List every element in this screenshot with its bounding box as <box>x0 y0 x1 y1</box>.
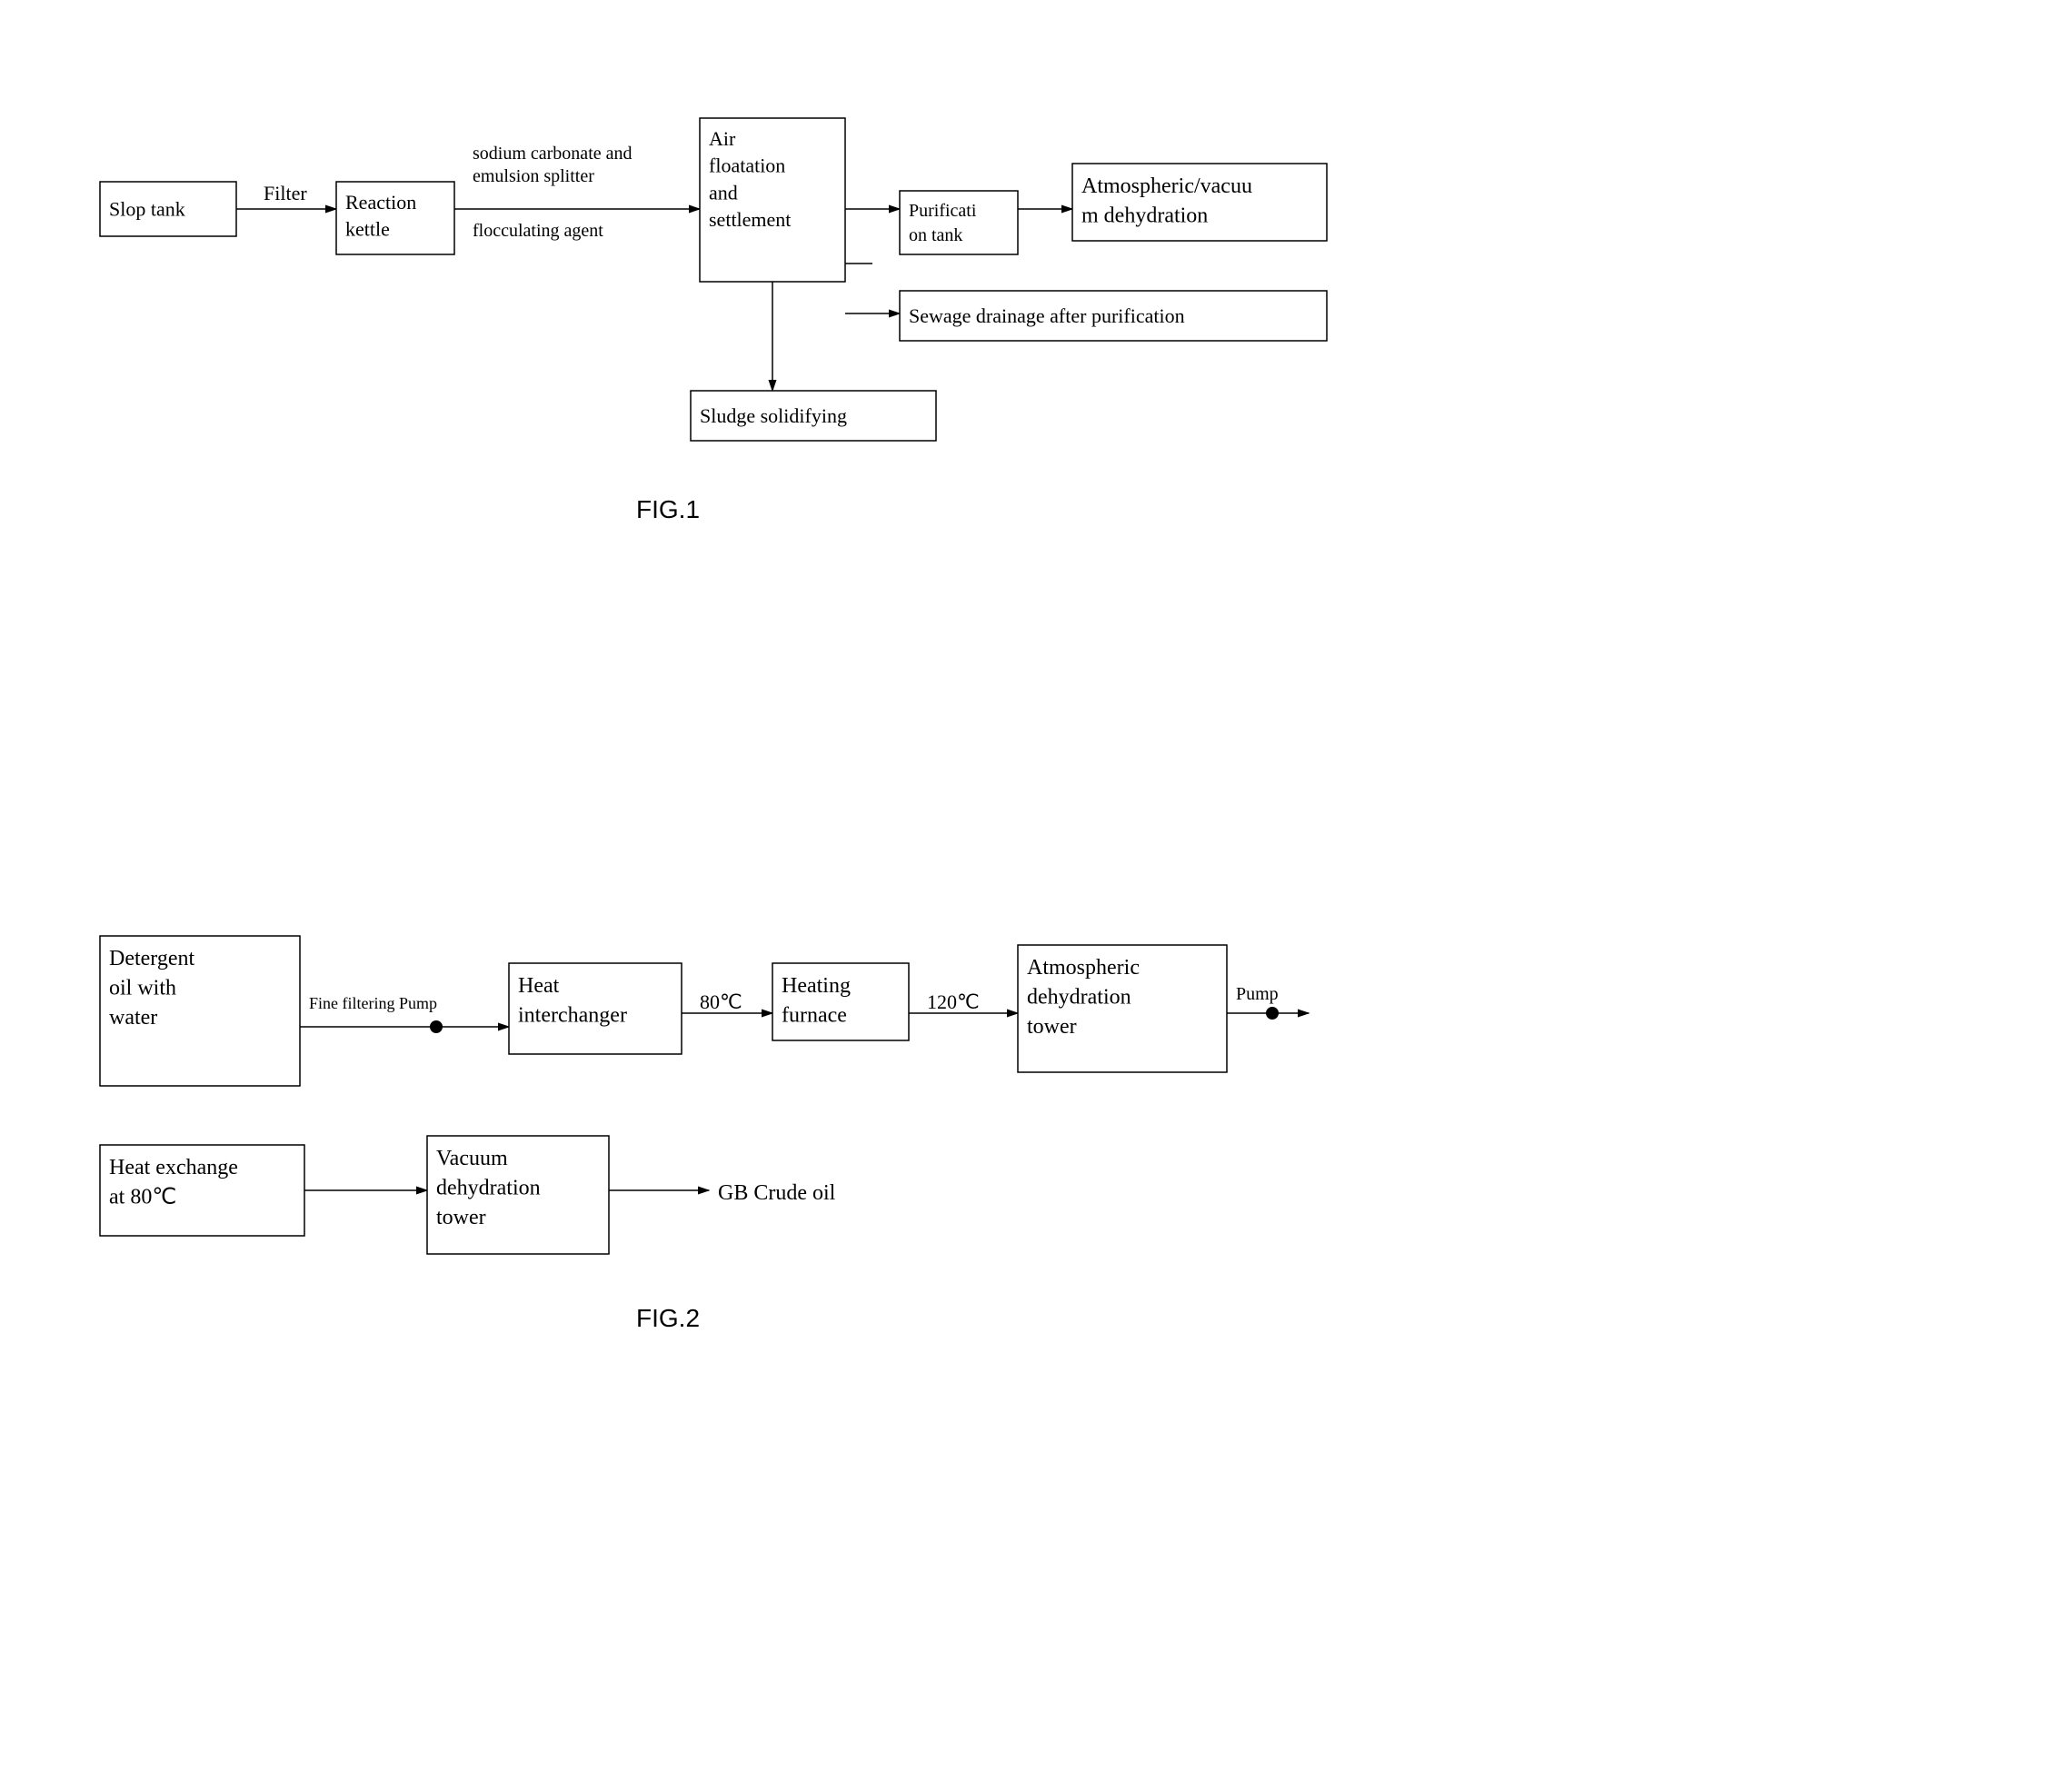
diagram-canvas: Slop tank Reaction kettle Air floatation and s… <box>0 0 1381 1345</box>
fig2-vacuum_tower-line2: tower <box>436 1206 486 1229</box>
fig1: Slop tank Reaction kettle Air floatation and s… <box>100 118 1327 523</box>
fig2-label-fine_filter: Fine filtering Pump <box>309 994 437 1012</box>
fig2-detergent: Detergent oil with water <box>100 936 300 1086</box>
fig1-purif_tank-line0: Purificati <box>909 201 977 221</box>
fig2-arrow-3 <box>1227 1007 1309 1020</box>
fig2-atmos_tower-line1: dehydration <box>1027 985 1131 1009</box>
fig2-detergent-line2: water <box>109 1006 157 1030</box>
fig1-reaction_kettle-line0: Reaction <box>345 191 416 214</box>
fig2: Detergentoil withwaterHeatinterchangerHe… <box>100 936 1309 1332</box>
fig2-vacuum_tower-line0: Vacuum <box>436 1147 508 1170</box>
fig2-heating_furnace-line1: furnace <box>782 1003 847 1027</box>
fig2-caption: FIG.2 <box>636 1304 700 1332</box>
fig2-heat_exch-line1: at 80℃ <box>109 1185 176 1209</box>
fig2-heat_inter: Heat interchanger <box>509 963 682 1054</box>
fig2-heat_exch-line0: Heat exchange <box>109 1156 238 1179</box>
fig1-sewage-line0: Sewage drainage after purification <box>909 304 1185 327</box>
fig2-atmos_tower: Atmospheric dehydration tower <box>1018 945 1227 1072</box>
fig2-detergent-line1: oil with <box>109 976 176 1000</box>
fig1-air_float: Air floatation and settlement <box>700 118 845 282</box>
fig1-sludge-line0: Sludge solidifying <box>700 404 847 427</box>
fig1-atmos_vac-line0: Atmospheric/vacuu <box>1081 174 1252 198</box>
fig2-label-pump: Pump <box>1236 984 1279 1004</box>
fig1-label-floc: flocculating agent <box>473 221 603 241</box>
fig2-pump-dot-0 <box>430 1020 443 1033</box>
fig1-label-sodium: sodium carbonate and <box>473 144 633 164</box>
fig2-vacuum_tower: Vacuum dehydration tower <box>427 1136 609 1254</box>
fig2-label-gb_crude: GB Crude oil <box>718 1181 836 1205</box>
fig1-label-filter: Filter <box>264 182 307 204</box>
fig1-atmos_vac: Atmospheric/vacuu m dehydration <box>1072 164 1327 241</box>
fig1-air_float-line0: Air <box>709 127 736 150</box>
fig2-atmos_tower-line2: tower <box>1027 1015 1077 1039</box>
fig1-caption: FIG.1 <box>636 495 700 523</box>
fig2-heating_furnace-line0: Heating <box>782 974 851 998</box>
fig1-slop_tank-line0: Slop tank <box>109 198 185 221</box>
fig1-slop_tank: Slop tank <box>100 182 236 236</box>
fig2-pump-dot-3 <box>1266 1007 1279 1020</box>
fig2-heating_furnace: Heating furnace <box>772 963 909 1040</box>
fig2-label-temp80: 80℃ <box>700 990 742 1013</box>
fig1-purif_tank-line1: on tank <box>909 225 962 245</box>
fig2-detergent-line0: Detergent <box>109 947 195 970</box>
fig1-atmos_vac-line1: m dehydration <box>1081 204 1208 227</box>
fig2-heat_exch: Heat exchange at 80℃ <box>100 1145 304 1236</box>
fig2-heat_inter-line1: interchanger <box>518 1003 627 1027</box>
fig1-sludge: Sludge solidifying <box>691 391 936 441</box>
fig2-atmos_tower-line0: Atmospheric <box>1027 956 1140 980</box>
fig2-heat_inter-line0: Heat <box>518 974 560 998</box>
fig1-air_float-line1: floatation <box>709 154 785 177</box>
fig2-label-temp120: 120℃ <box>927 990 980 1013</box>
fig2-vacuum_tower-line1: dehydration <box>436 1176 541 1199</box>
fig1-sewage: Sewage drainage after purification <box>900 291 1327 341</box>
fig1-label-emulsion: emulsion splitter <box>473 166 594 186</box>
fig1-purif_tank: Purificati on tank <box>900 191 1018 254</box>
fig1-reaction_kettle: Reaction kettle <box>336 182 454 254</box>
fig2-arrow-0 <box>300 1020 509 1033</box>
fig1-air_float-line3: settlement <box>709 208 791 231</box>
fig1-reaction_kettle-line1: kettle <box>345 218 390 241</box>
fig1-air_float-line2: and <box>709 181 738 204</box>
